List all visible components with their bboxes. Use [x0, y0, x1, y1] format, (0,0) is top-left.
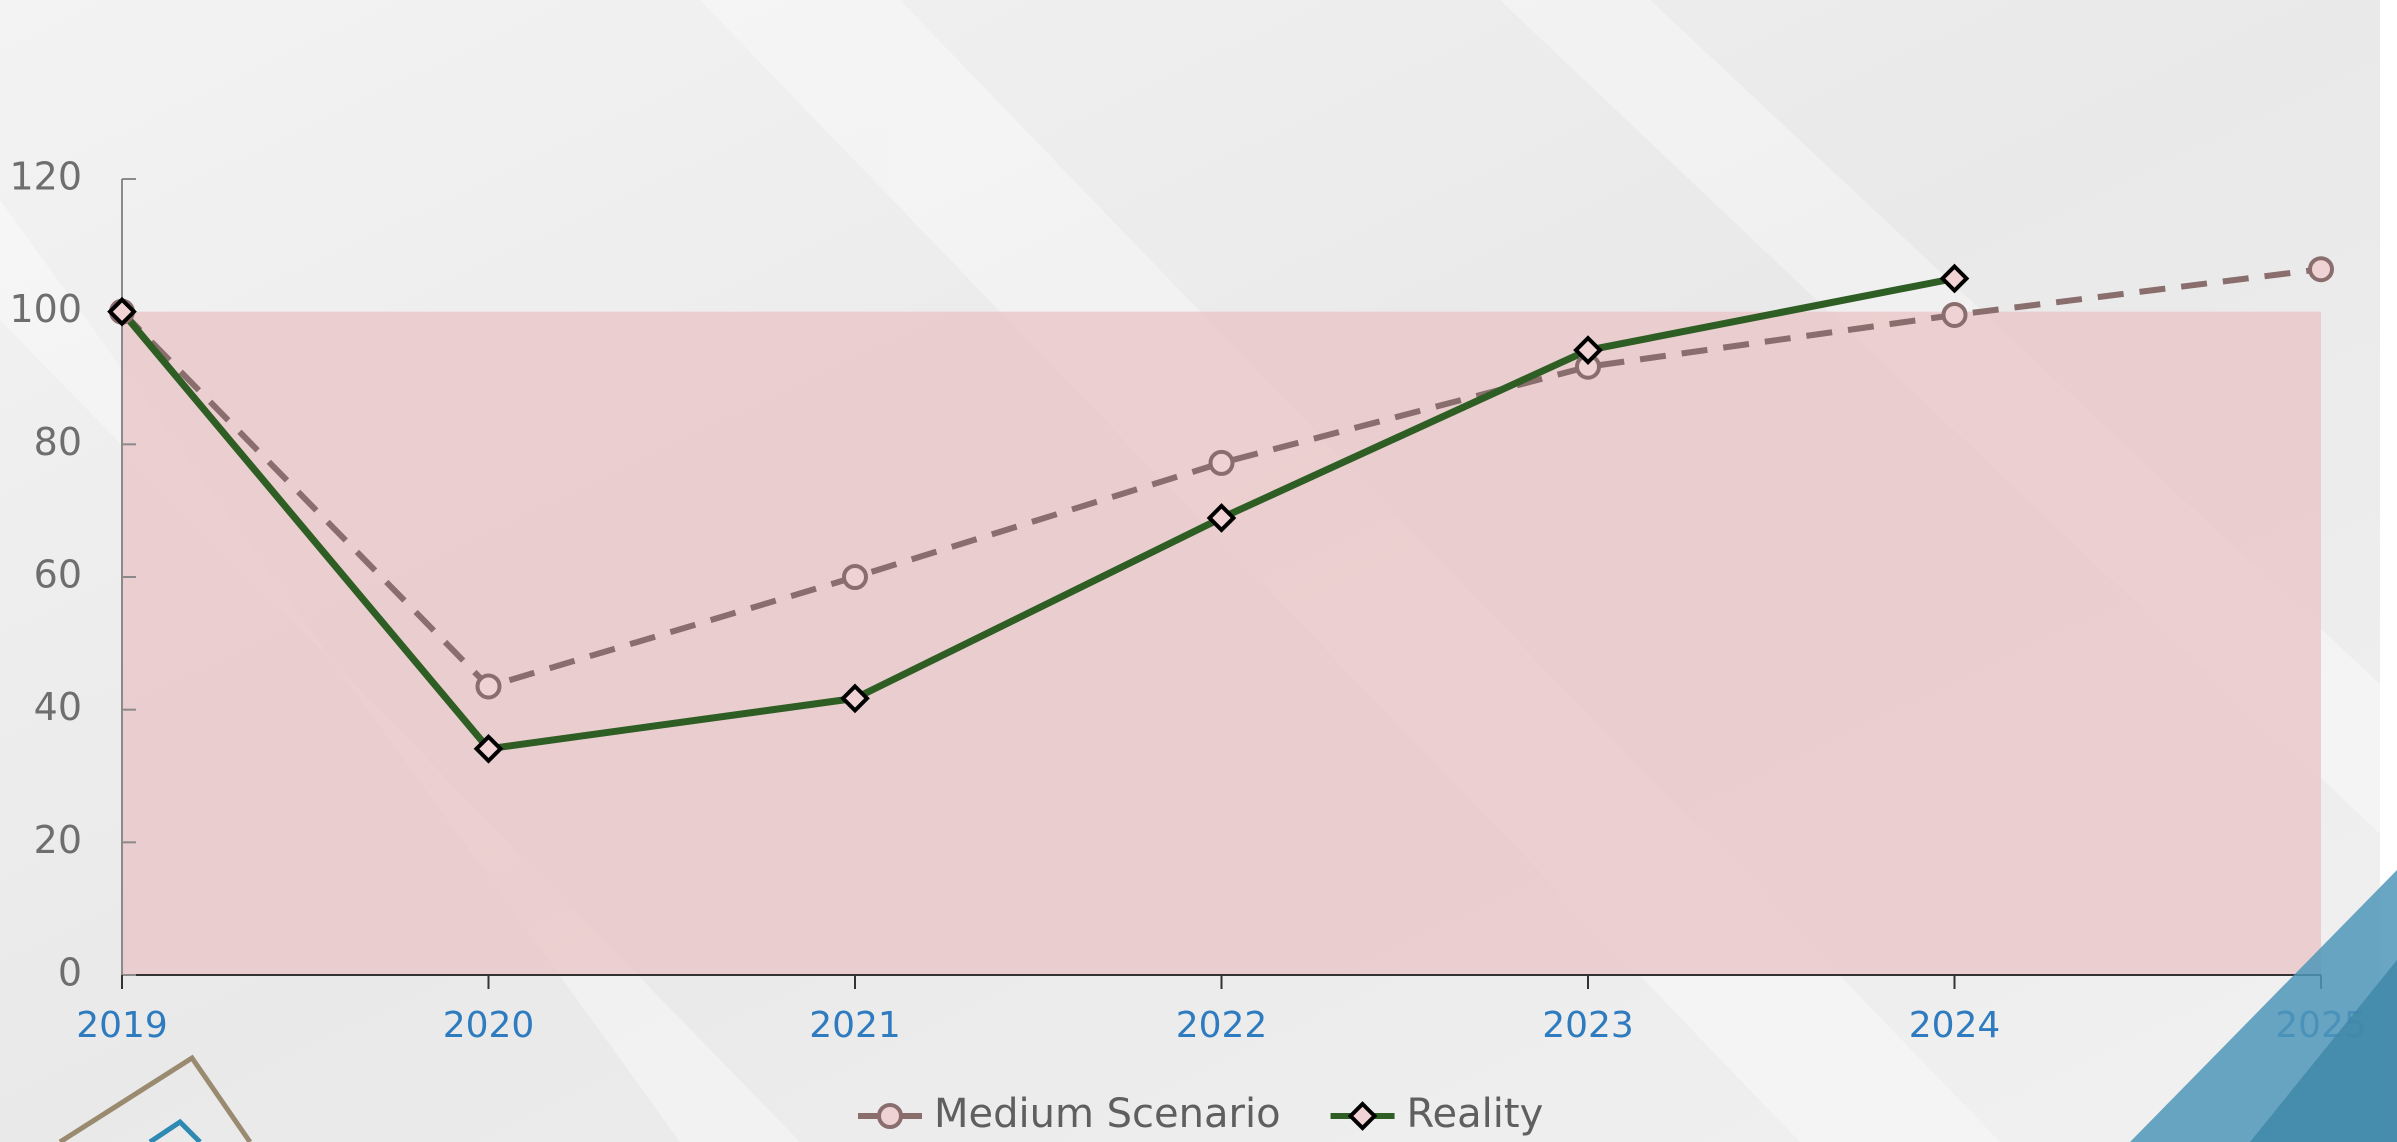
y-tick-label: 40 [34, 685, 82, 729]
marker [879, 1105, 901, 1127]
marker [1211, 452, 1233, 474]
x-tick-label: 2022 [1176, 1005, 1268, 1046]
x-tick-label: 2020 [443, 1005, 535, 1046]
y-tick-label: 120 [9, 155, 82, 199]
marker [1944, 304, 1966, 326]
y-tick-label: 0 [58, 951, 82, 995]
x-tick-label: 2024 [1909, 1005, 2001, 1046]
y-tick-label: 100 [9, 287, 82, 331]
x-tick-label: 2019 [76, 1005, 168, 1046]
legend-label: Medium Scenario [934, 1091, 1281, 1137]
marker [478, 675, 500, 697]
y-tick-label: 80 [34, 420, 82, 464]
legend-label: Reality [1407, 1091, 1544, 1137]
x-tick-label: 2021 [809, 1005, 901, 1046]
marker [2310, 258, 2332, 280]
x-tick-label: 2023 [1542, 1005, 1634, 1046]
marker [844, 566, 866, 588]
y-tick-label: 60 [34, 553, 82, 597]
y-tick-label: 20 [34, 818, 82, 862]
chart: 0204060801001202019202020212022202320242… [0, 0, 2397, 1142]
shaded-range [122, 312, 2321, 975]
